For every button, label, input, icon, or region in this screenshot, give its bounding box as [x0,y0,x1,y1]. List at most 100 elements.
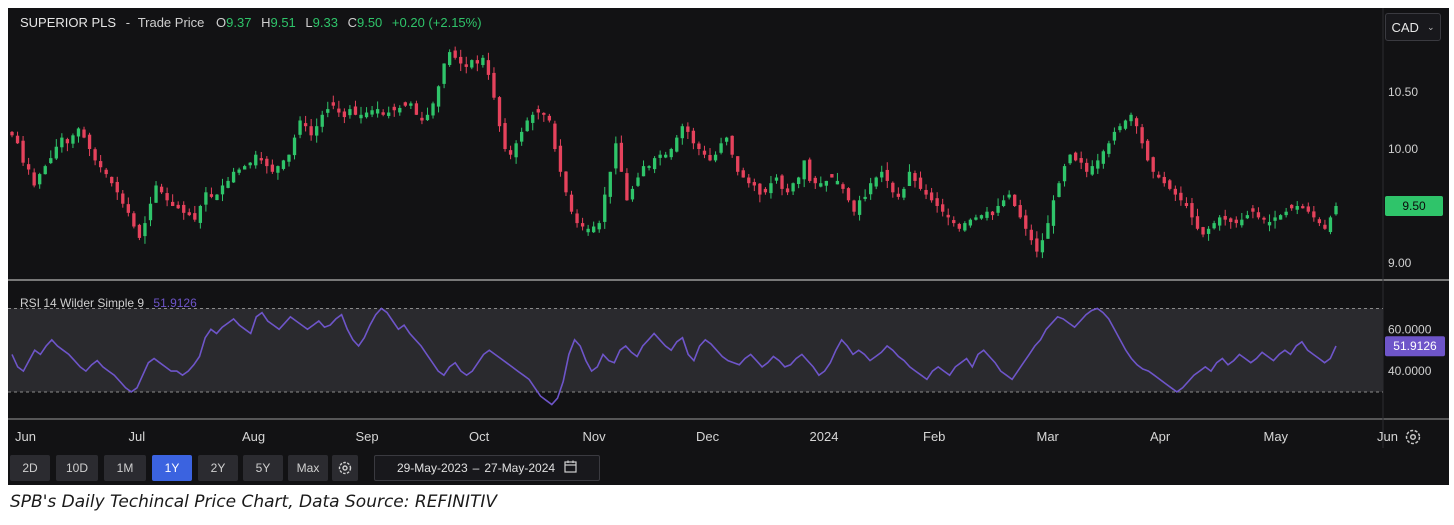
gear-icon[interactable] [1403,427,1423,447]
candle-body [1201,227,1205,235]
candle-body [1184,203,1189,206]
candle-body [630,188,635,200]
candle-body [702,150,707,155]
candle-body [724,137,729,142]
candle-body [1301,206,1305,209]
candle-body [154,185,158,203]
candle-body [747,177,751,184]
calendar-icon [564,460,577,476]
candle-body [736,156,740,172]
timeframe-1m[interactable]: 1M [104,455,146,481]
candle-body [652,158,657,170]
time-tick-label: Dec [696,429,720,444]
candle-body [447,52,452,66]
candle-body [713,154,718,161]
candle-body [1129,114,1133,122]
candle-body [531,114,535,123]
candle-body [403,102,407,106]
candle-body [658,154,662,158]
candle-body [1013,194,1017,206]
candle-body [254,154,258,166]
candle-body [852,200,856,212]
currency-select[interactable]: CAD ⌄ [1385,13,1441,41]
candle-body [641,166,646,177]
chart-settings-button[interactable] [332,455,358,481]
candle-body [287,154,291,162]
candle-body [625,173,629,201]
candle-body [891,182,895,193]
timeframe-10d[interactable]: 10D [56,455,98,481]
timeframe-5y[interactable]: 5Y [243,455,283,481]
candle-body [1334,206,1338,215]
candle-body [957,223,961,229]
candle-body [608,171,612,197]
candle-body [1218,217,1222,226]
candle-body [248,162,252,166]
candle-body [929,192,934,201]
date-range-picker[interactable]: 29-May-2023 – 27-May-2024 [374,455,600,481]
time-tick-label: Apr [1150,429,1171,444]
candle-body [436,86,441,107]
candle-body [835,180,840,185]
candle-body [10,131,14,136]
time-tick-label: Feb [923,429,945,444]
candle-body [935,198,939,206]
candle-body [370,110,374,115]
candle-body [780,175,784,189]
timeframe-2y[interactable]: 2Y [198,455,238,481]
candle-body [758,183,762,195]
candle-body [791,183,795,192]
timeframe-max[interactable]: Max [288,455,328,481]
candle-body [1001,200,1006,206]
last-price-label: 9.50 [1402,199,1426,213]
candle-body [38,174,42,185]
candle-body [1029,229,1033,241]
candle-body [968,219,973,226]
candle-body [1101,151,1105,164]
chevron-down-icon: ⌄ [1426,21,1435,32]
timeframe-1y[interactable]: 1Y [152,455,192,481]
candle-body [941,204,945,212]
candle-body [586,228,590,233]
date-separator: – [472,461,480,475]
time-tick-label: Jul [129,429,146,444]
candle-body [686,126,690,132]
candle-body [763,188,768,193]
candle-body [237,169,241,173]
time-tick-label: Mar [1037,429,1060,444]
candle-body [525,120,529,132]
candle-body [110,176,114,184]
candle-body [885,169,889,181]
candle-body [481,57,485,66]
candle-body [824,180,829,186]
candle-body [1328,217,1333,233]
candle-body [697,143,701,149]
candle-body [647,166,651,168]
candle-body [431,103,435,116]
candle-body [691,130,696,144]
price-header: SUPERIOR PLS - Trade Price O9.37 H9.51 L… [20,15,482,30]
candle-body [87,134,92,149]
candle-body [841,184,845,189]
time-tick-label: Nov [583,429,607,444]
rsi-tick-label: 40.0000 [1388,364,1432,378]
candle-body [353,106,358,115]
rsi-band [8,308,1383,392]
candle-body [1096,160,1100,169]
candle-body [785,188,790,193]
candle-body [741,170,745,178]
candle-body [846,188,851,201]
price-tick-label: 10.50 [1388,85,1418,99]
candle-body [1234,219,1238,224]
candle-body [1085,162,1089,172]
candle-body [880,171,884,178]
candle-body [924,189,928,195]
candle-body [813,177,817,184]
timeframe-2d[interactable]: 2D [10,455,50,481]
candle-body [680,126,684,139]
candle-body [553,123,557,149]
candle-body [580,223,585,227]
ohlc-close: C9.50 [347,15,383,30]
candle-body [1068,154,1072,164]
